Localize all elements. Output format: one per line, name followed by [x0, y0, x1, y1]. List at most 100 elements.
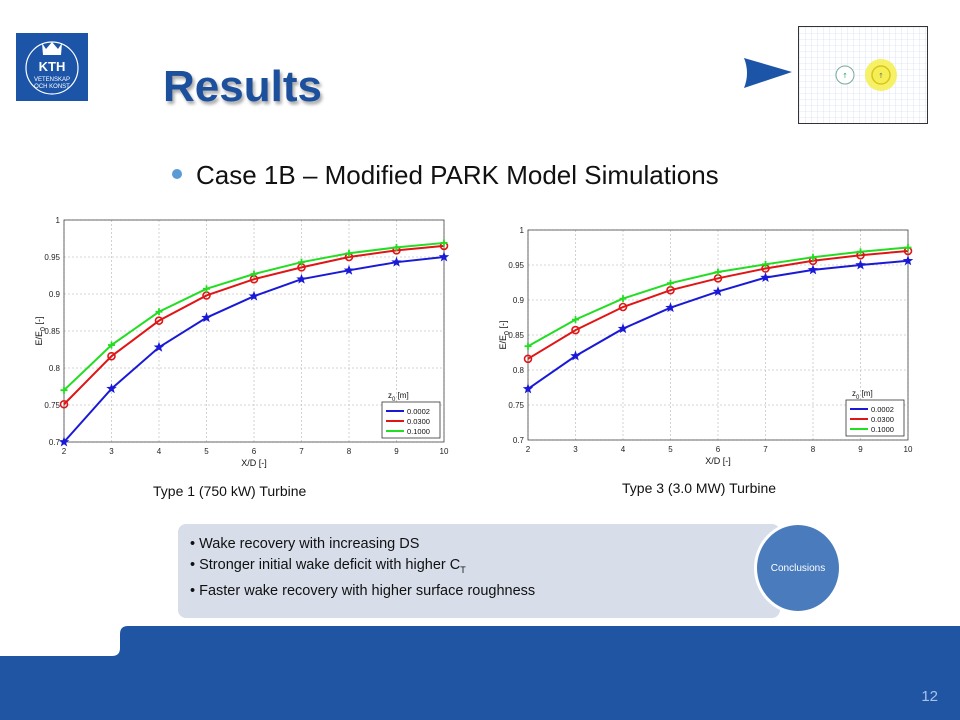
data-point [201, 312, 212, 323]
conclusions-list: Wake recovery with increasing DS Stronge… [190, 534, 535, 602]
legend-label: 0.0002 [871, 405, 894, 414]
case-bullet: Case 1B – Modified PARK Model Simulation… [172, 160, 719, 191]
y-tick-label: 0.75 [508, 401, 524, 410]
slide-title: Results [163, 62, 322, 111]
x-tick-label: 6 [252, 447, 257, 456]
y-axis-label: E/E0 [-] [34, 317, 47, 346]
y-tick-label: 0.95 [508, 261, 524, 270]
y-tick-label: 0.9 [49, 290, 61, 299]
data-point [807, 264, 819, 275]
legend-label: 0.0300 [871, 415, 894, 424]
data-point [712, 286, 724, 297]
logo-kth-text: KTH [39, 59, 66, 74]
y-axis-label-main: E/E [34, 331, 44, 346]
chart-type3: 2 3 4 5 6 7 8 9 10 0.7 0.75 0.8 0.85 0.9 0.95 1 X/D [-] E… [488, 212, 918, 474]
conclusions-box: Wake recovery with increasing DS Stronge… [178, 524, 780, 618]
x-tick-label: 5 [668, 445, 673, 454]
y-tick-label: 1 [520, 226, 525, 235]
data-point [108, 341, 115, 349]
data-point [809, 253, 817, 261]
x-tick-label: 9 [394, 447, 399, 456]
logo-line3: OCH KONST [34, 84, 70, 90]
data-point [59, 399, 69, 409]
y-tick-label: 0.8 [49, 364, 61, 373]
legend-label: 0.1000 [871, 425, 894, 434]
y-axis-label: E/E0 [-] [498, 321, 511, 350]
legend-title-sub: 0 [392, 397, 396, 403]
x-tick-label: 10 [440, 447, 449, 456]
plot-frame [527, 229, 909, 441]
series-line [63, 244, 445, 405]
svg-text:↑: ↑ [842, 72, 848, 80]
data-point [904, 244, 912, 251]
data-point [570, 350, 581, 361]
data-point [106, 383, 117, 394]
data-point [248, 290, 260, 301]
legend-title-sub: 0 [856, 395, 860, 401]
footer-band [0, 626, 960, 720]
legend-title: z0 [m] [852, 389, 873, 401]
legend-title-unit: [m] [859, 389, 872, 398]
case-bullet-text: Case 1B – Modified PARK Model Simulation… [196, 160, 719, 190]
x-tick-label: 5 [204, 447, 209, 456]
x-tick-label: 7 [299, 447, 304, 456]
series-line [527, 250, 909, 360]
x-tick-label: 4 [157, 447, 162, 456]
y-axis-label-main: E/E [498, 335, 508, 350]
legend-title: z0 [m] [388, 391, 409, 403]
conclusion-item: Wake recovery with increasing DS [190, 534, 535, 555]
chart-type3-svg: 2 3 4 5 6 7 8 9 10 0.7 0.75 0.8 0.85 0.9 0.95 1 X/D [-] E… [498, 226, 914, 466]
y-tick-label: 0.85 [508, 331, 524, 340]
data-point [619, 295, 627, 303]
legend-title-main: z [388, 391, 392, 400]
data-point [524, 342, 532, 350]
plot-frame [63, 219, 445, 443]
x-tick-label: 6 [716, 445, 721, 454]
data-point [571, 325, 580, 335]
y-tick-label: 0.7 [49, 438, 61, 447]
legend-label: 0.0300 [407, 417, 430, 426]
svg-text:↑: ↑ [878, 72, 884, 80]
x-tick-label: 8 [811, 445, 816, 454]
conclusions-badge: Conclusions [754, 522, 842, 614]
x-tick-label: 10 [904, 445, 913, 454]
data-point [760, 272, 771, 283]
y-axis-label-sub: 0 [40, 327, 47, 331]
data-point [440, 239, 448, 247]
data-point [762, 260, 769, 268]
data-point [154, 316, 164, 325]
y-tick-label: 0.95 [44, 253, 60, 262]
x-axis-label: X/D [-] [241, 458, 267, 468]
conclusion-item: Stronger initial wake deficit with highe… [190, 555, 535, 581]
logo-line2: VETENSKAP [34, 77, 70, 83]
ct-subscript: T [460, 564, 466, 575]
data-point [714, 268, 722, 276]
data-point [667, 279, 674, 287]
x-tick-label: 3 [573, 445, 578, 454]
data-point [58, 436, 70, 447]
x-tick-label: 3 [109, 447, 114, 456]
data-point [666, 285, 675, 295]
data-point [855, 259, 866, 270]
x-tick-label: 8 [347, 447, 352, 456]
x-tick-label: 7 [763, 445, 768, 454]
bullet-dot-icon [172, 169, 182, 180]
y-tick-label: 0.85 [44, 327, 60, 336]
conclusion-item: Faster wake recovery with higher surface… [190, 581, 535, 602]
x-tick-label: 9 [858, 445, 863, 454]
data-point [902, 255, 914, 266]
x-tick-label: 2 [526, 445, 531, 454]
page-number: 12 [921, 688, 938, 705]
y-tick-label: 0.8 [513, 366, 525, 375]
y-axis-label-unit: [-] [34, 317, 44, 328]
chart-type1-svg: 2 3 4 5 6 7 8 9 10 0.7 0.75 0.8 0.85 0.9 0.95 1 X/D [-] E… [34, 216, 450, 468]
y-tick-label: 0.9 [513, 296, 525, 305]
legend-title-unit: [m] [395, 391, 408, 400]
data-point [155, 308, 163, 316]
wake-layout-schematic: ↑ ↑ [798, 26, 928, 124]
caption-type1: Type 1 (750 kW) Turbine [153, 483, 307, 499]
legend-label: 0.1000 [407, 427, 430, 436]
data-point [298, 258, 305, 266]
chart-type1: 2 3 4 5 6 7 8 9 10 0.7 0.75 0.8 0.85 0.9 0.95 1 X/D [-] E… [30, 212, 460, 472]
x-tick-label: 4 [621, 445, 626, 454]
